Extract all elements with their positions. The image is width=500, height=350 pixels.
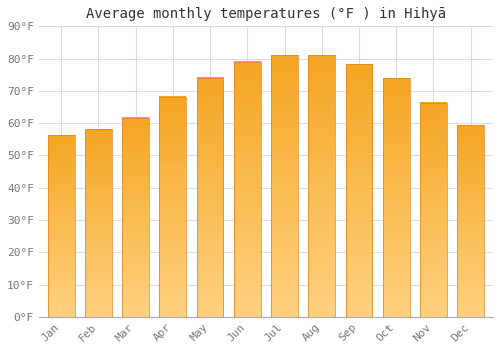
Bar <box>308 55 335 317</box>
Bar <box>196 78 224 317</box>
Bar <box>420 103 447 317</box>
Bar <box>85 129 112 317</box>
Bar <box>346 64 372 317</box>
Bar <box>271 55 298 317</box>
Bar <box>122 118 149 317</box>
Bar <box>48 135 74 317</box>
Title: Average monthly temperatures (°F ) in Hihyā: Average monthly temperatures (°F ) in Hi… <box>86 7 446 21</box>
Bar <box>234 62 260 317</box>
Bar <box>383 78 409 317</box>
Bar <box>458 125 484 317</box>
Bar <box>160 97 186 317</box>
